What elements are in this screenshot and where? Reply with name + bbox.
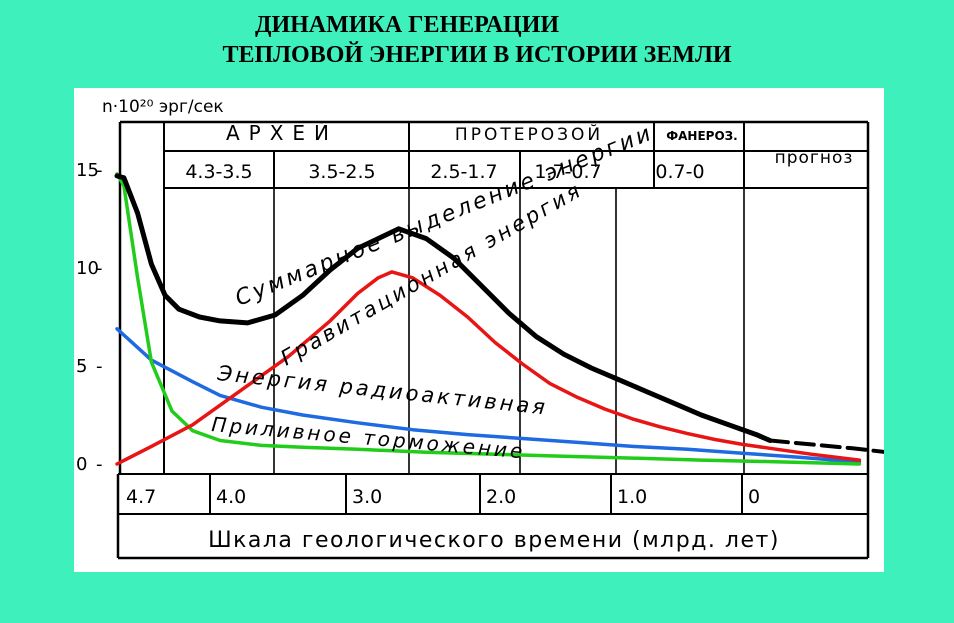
y-tick-label-2: 5 [76, 356, 87, 377]
eon-label-1: ПРОТЕРОЗОЙ [455, 123, 603, 145]
period-label-0: 4.3-3.5 [185, 161, 252, 183]
period-label-2: 2.5-1.7 [430, 161, 497, 183]
eon-label-0: АРХЕЙ [226, 121, 338, 145]
y-tick-label-3: 0 [76, 454, 87, 475]
series-line-2 [115, 270, 862, 466]
y-tick-label-0: 15 [76, 160, 99, 181]
y-axis-ticks: 15-10-5 -0- [76, 160, 103, 475]
energy-chart: n·10²⁰ эрг/сек АРХЕЙ ПРОТЕРОЗОЙ ФАНЕРОЗ. пр… [76, 97, 884, 560]
x-axis-ticks: 4.7 4.0 3.0 2.0 1.0 0 [126, 474, 760, 514]
y-tick-mark-0: - [96, 160, 103, 181]
chart-panel: n·10²⁰ эрг/сек АРХЕЙ ПРОТЕРОЗОЙ ФАНЕРОЗ. пр… [74, 88, 884, 572]
period-label-3: 1.7-0.7 [534, 161, 601, 183]
grid-lines [273, 122, 745, 474]
series-label-0: Суммарное выделение энергии [232, 120, 657, 311]
x-tick-label-4: 1.0 [617, 486, 647, 508]
title-line-2: ТЕПЛОВОЙ ЭНЕРГИИ В ИСТОРИИ ЗЕМЛИ [222, 42, 732, 68]
eon-label-2: ФАНЕРОЗ. [666, 129, 738, 143]
series-label-3: Энергия радиоактивная [215, 361, 549, 420]
y-unit-label: n·10²⁰ эрг/сек [102, 97, 224, 117]
x-tick-label-3: 2.0 [486, 486, 516, 508]
series-line-3 [115, 327, 862, 464]
series-label-4: Приливное торможение [211, 412, 527, 463]
eon-header: АРХЕЙ ПРОТЕРОЗОЙ ФАНЕРОЗ. прогноз 4.3-3.5 3.5… [185, 121, 854, 183]
title-line-1: ДИНАМИКА ГЕНЕРАЦИИ [254, 12, 560, 38]
y-tick-label-1: 10 [76, 258, 99, 279]
period-label-1: 3.5-2.5 [308, 161, 375, 183]
x-axis-label: Шкала геологического времени (млрд. лет) [208, 528, 780, 553]
period-label-4: 0.7-0 [655, 161, 704, 183]
y-tick-mark-2: - [96, 356, 103, 377]
series-line-4 [115, 172, 862, 466]
series-line-1 [768, 438, 884, 454]
y-tick-mark-1: - [96, 258, 103, 279]
y-tick-mark-3: - [96, 454, 103, 475]
series-line-0 [114, 173, 773, 443]
x-tick-label-5: 0 [748, 486, 760, 508]
x-tick-label-2: 3.0 [352, 486, 382, 508]
x-tick-label-1: 4.0 [216, 486, 246, 508]
series-lines [114, 172, 884, 466]
eon-label-3: прогноз [775, 148, 854, 168]
x-tick-label-0: 4.7 [126, 486, 156, 508]
